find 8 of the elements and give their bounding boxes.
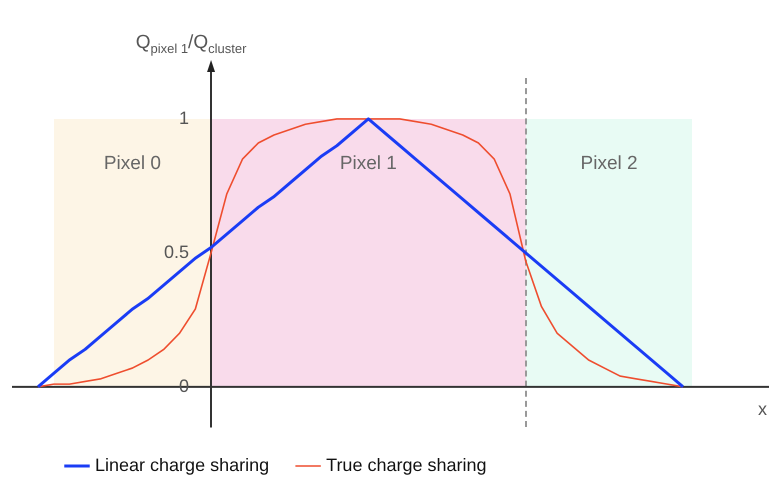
x-axis-title: x: [758, 398, 767, 419]
y-tick-label: 1: [179, 108, 190, 128]
legend-label: Linear charge sharing: [95, 454, 270, 475]
y-tick-label: 0.5: [164, 242, 190, 262]
legend-label: True charge sharing: [326, 454, 487, 475]
annotation: Pixel 0: [104, 153, 161, 174]
annotation: Pixel 2: [580, 153, 638, 174]
annotation: Pixel 1: [340, 153, 397, 174]
